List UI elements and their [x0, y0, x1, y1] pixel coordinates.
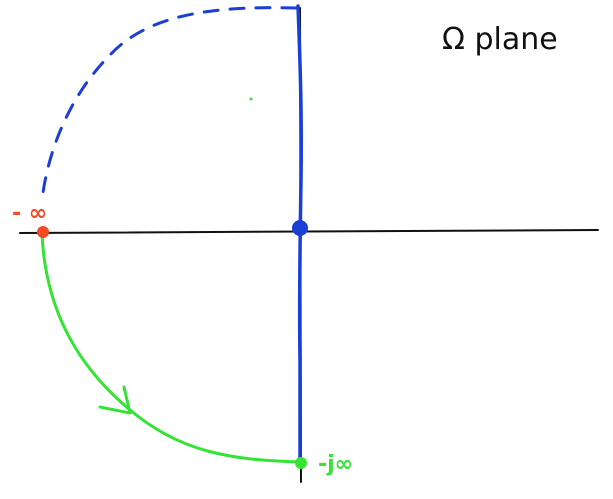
neg-j-infinity-point: [295, 457, 307, 469]
title-label: Ω plane: [442, 22, 558, 57]
imaginary-axis-path: [296, 4, 304, 465]
arrow-head-icon: [98, 385, 132, 415]
neg-infinity-point: [37, 226, 49, 238]
neg-j-infinity-label: -j∞: [318, 452, 353, 477]
dashed-arc: [40, 6, 298, 202]
origin-point: [292, 220, 308, 236]
real-axis: [19, 229, 599, 234]
neg-infinity-label: - ∞: [12, 201, 47, 226]
return-arc: [40, 232, 302, 464]
stray-mark: [249, 97, 253, 101]
